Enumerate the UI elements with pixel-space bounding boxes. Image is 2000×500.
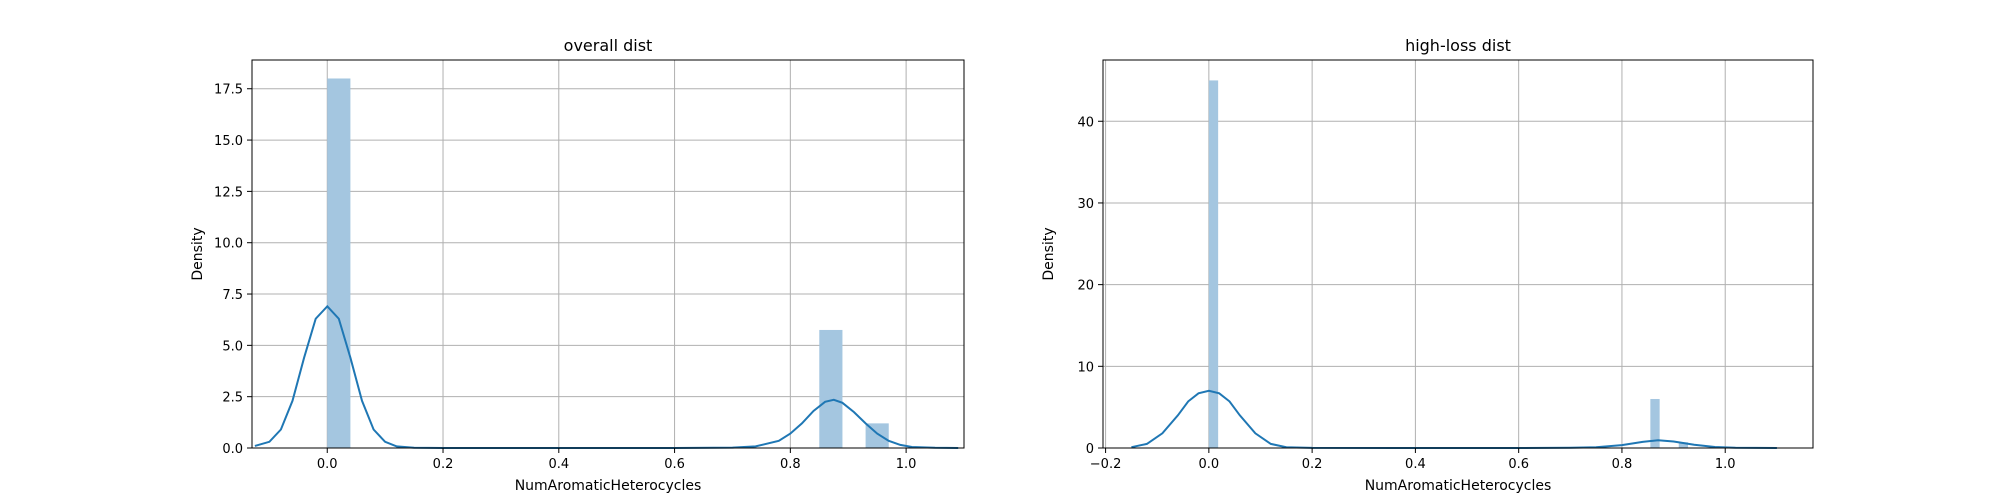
plot-frame: [251, 59, 965, 449]
y-tick-label: 10: [1077, 360, 1094, 375]
x-tick-label: 0.2: [1302, 457, 1323, 472]
histogram-bar: [1208, 80, 1219, 448]
x-tick-label: 0.0: [317, 457, 338, 472]
x-tick-label: 0.4: [1405, 457, 1426, 472]
y-tick-label: 5.0: [222, 339, 243, 354]
y-tick-label: 0: [1086, 442, 1094, 457]
y-tick-label: 17.5: [214, 83, 243, 98]
plot-frame: [1102, 59, 1814, 449]
x-tick-label: 1.0: [1715, 457, 1736, 472]
y-tick-label: 40: [1077, 115, 1094, 130]
y-tick-label: 2.5: [222, 391, 243, 406]
x-tick-label: 1.0: [896, 457, 917, 472]
histogram-bars: [327, 78, 889, 448]
histogram-bar: [327, 78, 351, 448]
axis-ticks: −0.2 0.0 0.2 0.4 0.6 0.8 1.0 0 10 20 30 40: [1077, 115, 1735, 472]
histogram-bar: [1650, 398, 1660, 448]
x-tick-label: 0.8: [780, 457, 801, 472]
y-tick-label: 10.0: [214, 237, 243, 252]
histogram-bars: [1208, 80, 1689, 448]
subplot-overall-dist: overall dist 0.0 0.2 0.4 0.6 0.8 1.0 0.0 2.5 5.0…: [190, 36, 965, 494]
axis-ticks: 0.0 0.2 0.4 0.6 0.8 1.0 0.0 2.5 5.0 7.5 10.0 12.5 15…: [214, 83, 916, 472]
x-tick-label: 0.6: [664, 457, 685, 472]
y-tick-label: 0.0: [222, 442, 243, 457]
x-tick-label: 0.6: [1508, 457, 1529, 472]
subplot-high-loss-dist: high-loss dist −0.2 0.0 0.2 0.4 0.6 0.8 1.0 0 10…: [1041, 36, 1814, 494]
grid-lines: [252, 60, 964, 449]
chart-title: high-loss dist: [1405, 36, 1511, 55]
y-tick-label: 30: [1077, 197, 1094, 212]
x-tick-label: −0.2: [1090, 457, 1122, 472]
x-tick-label: 0.4: [548, 457, 569, 472]
x-tick-label: 0.0: [1199, 457, 1220, 472]
x-tick-label: 0.2: [433, 457, 454, 472]
x-axis-label: NumAromaticHeterocycles: [515, 478, 702, 494]
histogram-bar: [819, 329, 843, 448]
x-axis-label: NumAromaticHeterocycles: [1365, 478, 1552, 494]
y-tick-label: 12.5: [214, 185, 243, 200]
chart-title: overall dist: [564, 36, 653, 55]
y-tick-label: 15.0: [214, 134, 243, 149]
y-tick-label: 7.5: [222, 288, 243, 303]
y-tick-label: 20: [1077, 279, 1094, 294]
y-axis-label: Density: [190, 227, 206, 280]
y-axis-label: Density: [1041, 227, 1057, 280]
histogram-bar: [1678, 442, 1689, 448]
x-tick-label: 0.8: [1612, 457, 1633, 472]
